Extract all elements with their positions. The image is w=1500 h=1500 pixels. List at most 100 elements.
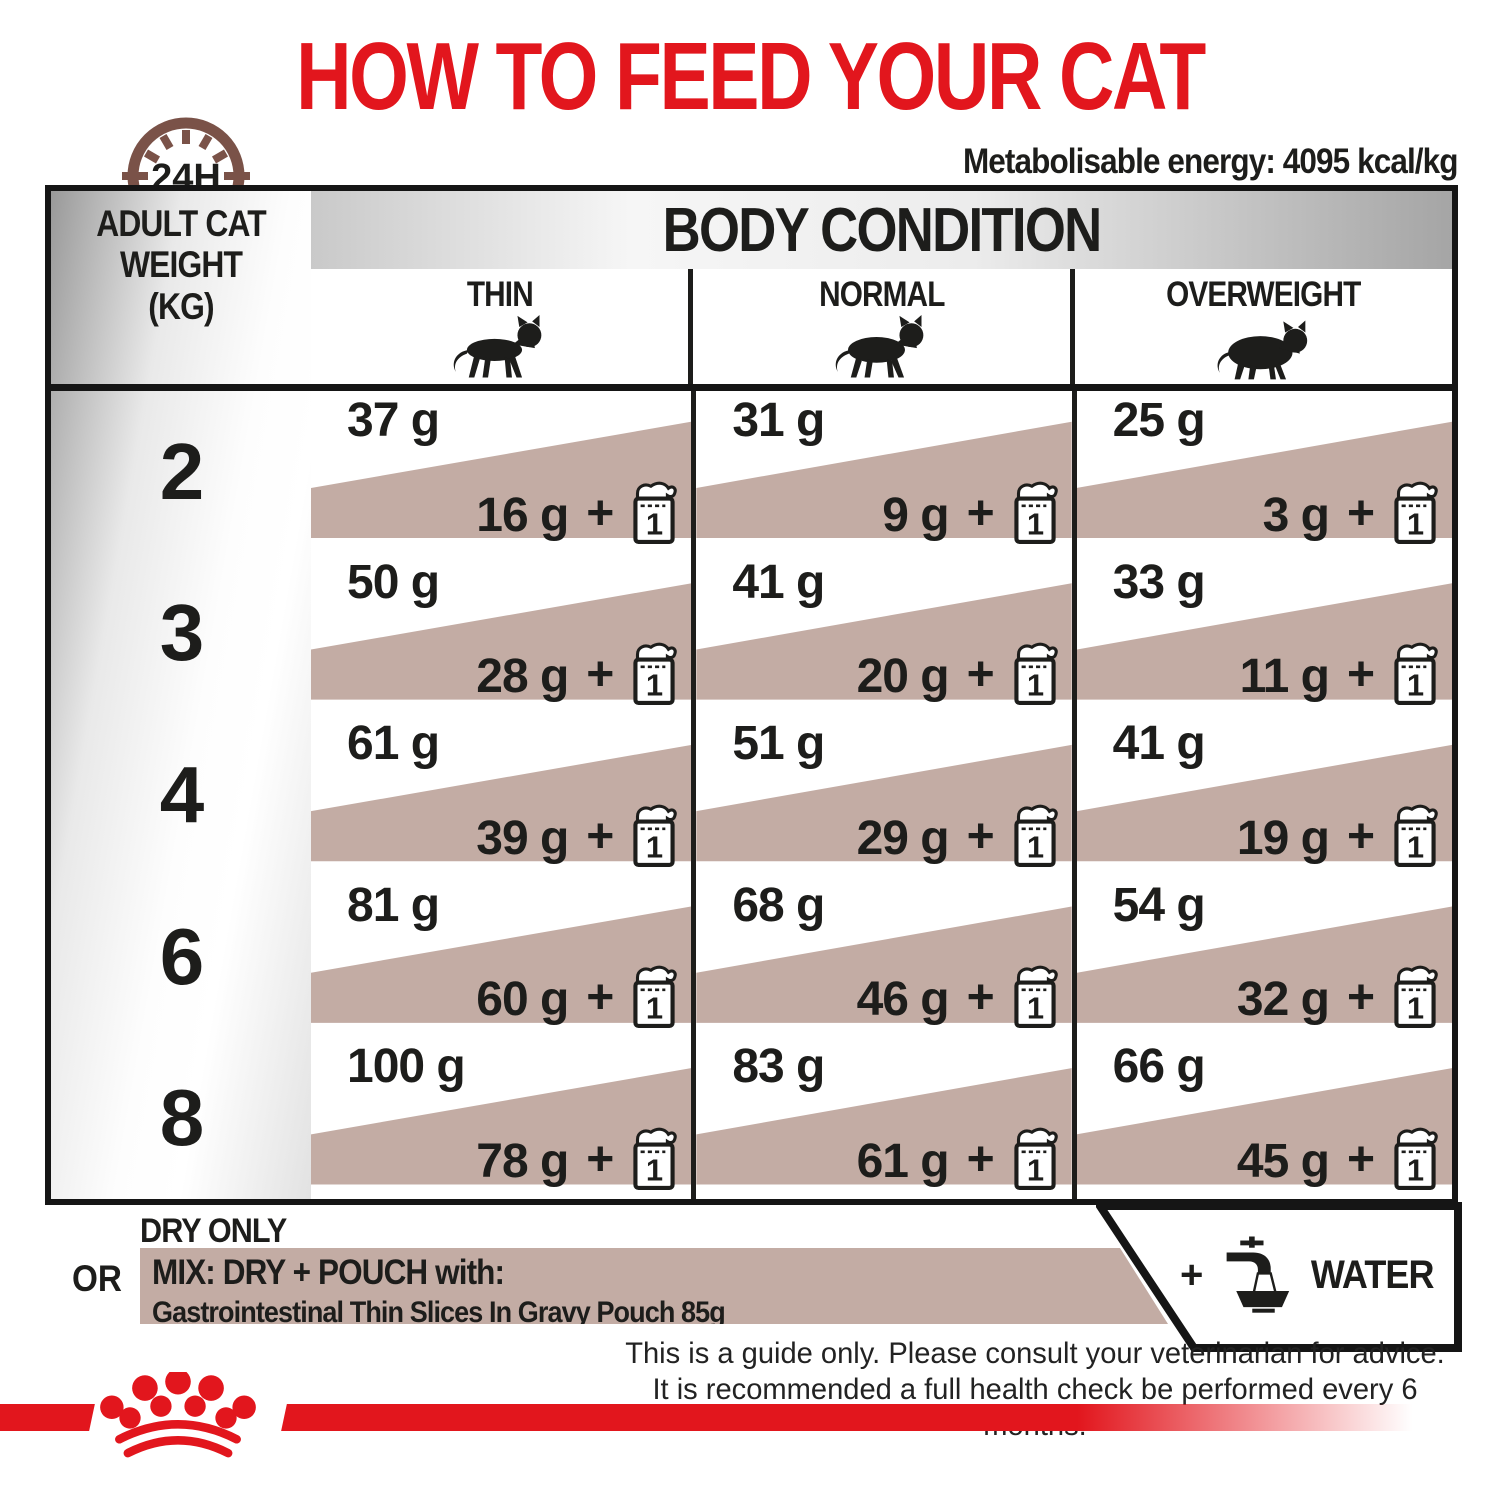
mix-value: 61 g [856, 1135, 950, 1188]
pouch-count: 1 [1407, 829, 1424, 864]
cell-6kg-normal: 68 g 46 g + 1 [691, 875, 1072, 1038]
mix-legend-subtitle: Gastrointestinal Thin Slices In Gravy Po… [152, 1296, 725, 1329]
weight-header: ADULT CAT WEIGHT (KG) [96, 203, 266, 327]
mix-amount: 28 g + 1 [476, 640, 677, 706]
cell-4kg-overweight: 41 g 19 g + 1 [1071, 714, 1452, 876]
mix-amount: 60 g + 1 [476, 963, 677, 1029]
pouch-icon: 1 [1394, 1127, 1438, 1190]
dry-amount: 25 g [1112, 394, 1206, 447]
water-tap-icon [1226, 1236, 1290, 1313]
dry-amount: 41 g [1112, 717, 1206, 771]
mix-amount: 9 g + 1 [882, 479, 1058, 544]
pouch-count: 1 [1407, 668, 1424, 703]
condition-subheader: THIN NOR [311, 269, 1452, 384]
mix-amount: 61 g + 1 [856, 1125, 1058, 1190]
plus-sign: + [586, 486, 614, 540]
mix-value: 11 g [1239, 650, 1330, 704]
cell-8kg-thin: 100 g 78 g + 1 [311, 1037, 692, 1199]
cell-8kg-overweight: 66 g 45 g + 1 [1071, 1037, 1452, 1199]
pouch-count: 1 [1407, 991, 1424, 1026]
pouch-count: 1 [1027, 829, 1044, 864]
overweight-label: OVERWEIGHT [1166, 275, 1361, 314]
feeding-grid: 37 g 16 g + 1 31 g 9 g + [311, 391, 1452, 1199]
pouch-icon: 1 [1394, 966, 1438, 1029]
plus-sign: + [1346, 971, 1375, 1025]
dry-amount: 41 g [732, 555, 825, 609]
pouch-count: 1 [1027, 1153, 1044, 1188]
thin-cat-icon [453, 315, 541, 378]
mix-value: 29 g [856, 811, 950, 865]
mix-amount: 19 g + 1 [1237, 802, 1438, 867]
plus-sign: + [966, 486, 995, 540]
plus-sign: + [586, 971, 614, 1025]
feeding-table: ADULT CAT WEIGHT (KG) 2 3 4 6 8 BODY CON… [45, 185, 1458, 1205]
mix-amount: 16 g + 1 [476, 479, 677, 544]
weight-column: ADULT CAT WEIGHT (KG) 2 3 4 6 8 [51, 191, 311, 1199]
dry-amount: 54 g [1112, 878, 1206, 932]
royal-canin-crown-logo [100, 1372, 256, 1458]
mix-value: 46 g [856, 973, 950, 1027]
cell-4kg-thin: 61 g 39 g + 1 [311, 714, 692, 876]
water-legend: + WATER [1180, 1222, 1440, 1328]
mix-amount: 11 g + 1 [1239, 640, 1438, 706]
mix-value: 60 g [476, 973, 569, 1027]
normal-cat-icon [835, 315, 923, 378]
plus-sign: + [966, 648, 995, 702]
dry-amount: 51 g [732, 717, 825, 771]
mix-value: 78 g [476, 1135, 569, 1188]
mix-amount: 46 g + 1 [856, 963, 1058, 1029]
body-condition-header: BODY CONDITION [311, 191, 1452, 269]
pouch-icon: 1 [1014, 481, 1058, 544]
plus-sign: + [1346, 486, 1375, 540]
cell-3kg-normal: 41 g 20 g + 1 [691, 552, 1072, 715]
pouch-icon: 1 [633, 1127, 677, 1190]
cell-8kg-normal: 83 g 61 g + 1 [691, 1037, 1072, 1199]
mix-legend-band: MIX: DRY + POUCH with: Gastrointestinal … [140, 1248, 1168, 1324]
column-overweight: OVERWEIGHT [1070, 269, 1452, 384]
overweight-cat-icon [1217, 320, 1307, 380]
disclaimer: This is a guide only. Please consult you… [623, 1336, 1448, 1444]
normal-label: NORMAL [818, 275, 945, 314]
pouch-count: 1 [646, 506, 663, 541]
pouch-count: 1 [1027, 668, 1044, 703]
weight-values: 2 3 4 6 8 [51, 391, 311, 1199]
water-box [1096, 1202, 1462, 1352]
dry-amount: 81 g [347, 878, 440, 932]
column-normal: NORMAL [688, 269, 1070, 384]
pouch-count: 1 [1027, 991, 1044, 1026]
mix-amount: 39 g + 1 [476, 802, 677, 867]
disclaimer-line1: This is a guide only. Please consult you… [625, 1337, 1445, 1370]
water-label: WATER [1310, 1252, 1434, 1297]
mix-amount: 3 g + 1 [1263, 479, 1438, 544]
dry-only-label: DRY ONLY [140, 1212, 287, 1250]
dry-amount: 61 g [347, 717, 440, 771]
cell-6kg-thin: 81 g 60 g + 1 [311, 876, 692, 1038]
dry-amount: 31 g [732, 394, 825, 447]
mix-value: 16 g [476, 488, 569, 542]
weight-value: 6 [159, 911, 205, 1001]
cell-2kg-thin: 37 g 16 g + 1 [311, 391, 692, 553]
plus-sign: + [966, 1133, 995, 1186]
pouch-count: 1 [646, 1153, 663, 1188]
pouch-icon: 1 [1014, 804, 1058, 867]
pouch-icon: 1 [633, 481, 677, 544]
dry-amount: 50 g [347, 555, 440, 609]
cell-3kg-overweight: 33 g 11 g + 1 [1071, 552, 1452, 715]
pouch-icon: 1 [1014, 642, 1058, 706]
column-thin: THIN [311, 269, 688, 384]
plus-sign: + [1180, 1252, 1204, 1297]
body-condition-label: BODY CONDITION [662, 195, 1103, 265]
mix-value: 45 g [1236, 1135, 1330, 1188]
cell-6kg-overweight: 54 g 32 g + 1 [1071, 875, 1452, 1038]
dry-amount: 37 g [347, 394, 440, 447]
mix-value: 9 g [882, 488, 949, 542]
pouch-count: 1 [1027, 506, 1044, 541]
dry-amount: 66 g [1112, 1040, 1206, 1094]
plus-sign: + [966, 809, 995, 863]
pouch-icon: 1 [633, 642, 677, 706]
cell-3kg-thin: 50 g 28 g + 1 [311, 553, 692, 715]
plus-sign: + [586, 648, 614, 702]
mix-value: 28 g [476, 650, 569, 704]
mix-amount: 32 g + 1 [1237, 963, 1438, 1029]
